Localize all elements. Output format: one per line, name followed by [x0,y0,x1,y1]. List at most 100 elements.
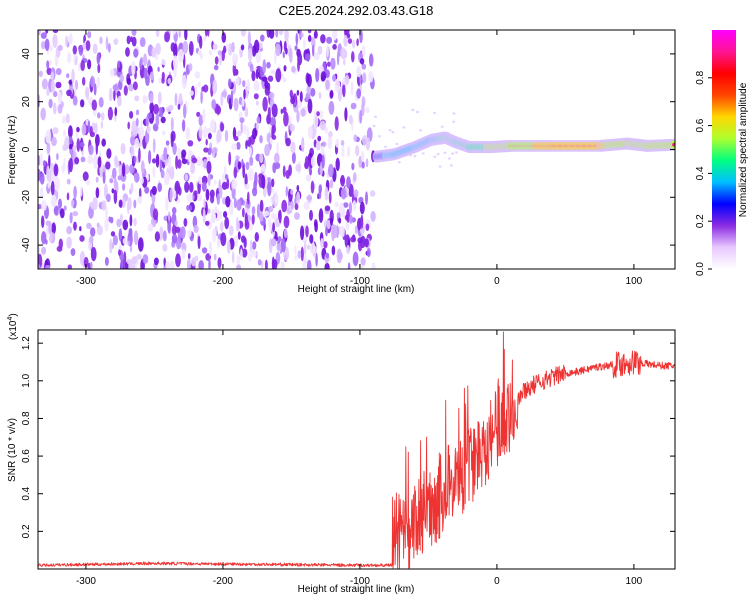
spectrogram-noise-cell [125,47,130,57]
spectrogram-noise-cell [299,91,303,103]
spectrogram-noise-cell [97,63,101,74]
spectrogram-noise-cell [282,77,287,83]
spectrogram-noise-cell [413,154,417,158]
spectrogram-noise-cell [193,190,198,196]
spectrogram-noise-cell [233,97,239,112]
spectrogram-noise-cell [330,217,333,226]
spectrogram-noise-cell [122,237,128,245]
spectrogram-noise-cell [236,219,240,232]
spectrogram-noise-cell [157,107,164,118]
spectrogram-noise-cell [270,238,277,247]
spectrogram-noise-cell [193,224,199,234]
spectrogram-noise-cell [240,120,243,134]
spectrogram-noise-cell [221,90,228,98]
spectrogram-noise-cell [89,131,95,138]
spectrogram-noise-cell [343,34,348,47]
spectrogram-noise-cell [275,68,282,83]
spectrogram-noise-cell [49,45,54,52]
spectrogram-noise-cell [186,204,190,211]
spectrogram-noise-cell [185,126,191,140]
spectrogram-noise-cell [90,227,96,237]
spectrogram-noise-cell [259,199,264,213]
spectrogram-noise-cell [359,58,365,65]
spectrogram-noise-cell [214,56,219,65]
spectrogram-noise-cell [105,36,109,51]
spectrogram-noise-cell [122,219,129,231]
spectrogram-noise-cell [200,159,204,168]
spectrogram-noise-cell [264,80,269,89]
spectrogram-noise-cell [166,145,170,152]
spectrogram-noise-cell [253,250,257,258]
spectrogram-noise-cell [305,53,311,62]
spectrogram-noise-cell [111,188,115,194]
spectrogram-noise-cell [52,127,59,135]
spectrogram-noise-cell [356,66,362,78]
spectrogram-noise-cell [113,189,118,204]
spectrogram-noise-cell [117,95,122,107]
spectrogram-noise-cell [147,112,153,119]
spectrogram-noise-cell [352,251,359,267]
spectrogram-noise-cell [108,216,111,223]
spectrogram-noise-cell [447,157,451,160]
spectrogram-noise-cell [194,71,201,79]
spectrogram-noise-cell [122,183,126,191]
spectrogram-noise-cell [324,127,328,134]
spectrogram-noise-cell [41,78,48,90]
spectrogram-noise-cell [305,225,309,238]
spectrogram-noise-cell [68,125,73,139]
spectrogram-noise-cell [184,181,190,193]
spectrogram-noise-cell [449,164,453,167]
spectrogram-noise-cell [321,154,325,169]
spectrogram-noise-cell [177,159,182,169]
spectrogram-noise-cell [359,201,365,215]
spectrogram-noise-cell [217,257,222,269]
spectrogram-noise-cell [126,258,131,265]
spectrogram-noise-cell [283,215,290,229]
spectrogram-noise-cell [88,144,94,156]
spectrogram-noise-cell [233,197,237,209]
spectrogram-noise-cell [89,235,94,244]
spectrogram-ylabel: Frequency (Hz) [7,116,18,185]
snr-frame [37,329,676,570]
spectrogram-noise-cell [149,71,155,81]
spectrogram-noise-cell [290,96,296,105]
spectrogram-noise-cell [328,191,332,204]
spectrogram-noise-cell [155,153,160,168]
spectrogram-noise-cell [48,233,53,243]
spectrogram-noise-cell [138,147,141,163]
snr-panel: -300 -200 -100 0 100 0.2 0.4 0.6 0.8 1.0 1.2 Heigh… [7,313,676,595]
spectrogram-noise-cell [236,264,242,269]
spectrogram-noise-cell [138,187,142,199]
spectrogram-noise-cell [310,156,316,167]
spectrogram-noise-cell [197,50,202,56]
spectrogram-noise-cell [272,162,277,174]
spectrogram-noise-cell [148,150,152,165]
spectrogram-noise-cell [335,157,340,172]
spectrogram-noise-cell [130,182,134,194]
spectrogram-noise-cell [200,90,203,104]
spectrogram-noise-cell [438,165,442,168]
spectrogram-noise-cell [112,167,117,179]
spectrogram-noise-cell [233,135,239,142]
spectrogram-noise-cell [172,142,177,155]
spectrogram-noise-cell [343,49,348,59]
spectrogram-noise-cell [136,253,142,260]
spectrogram-noise-cell [362,72,367,84]
spectrogram-noise-cell [314,115,318,128]
spectrogram-noise-cell [152,138,156,153]
spectrogram-noise-cell [361,45,366,58]
spectrogram-noise-cell [108,43,111,53]
spectrogram-noise-cell [72,211,79,217]
spectrogram-noise-cell [261,260,264,268]
spectrogram-noise-cell [320,238,324,250]
spectrogram-noise-cell [131,61,136,76]
spectrogram-noise-cell [238,96,243,105]
spectrogram-noise-cell [283,40,287,52]
spectrogram-noise-cell [66,89,72,97]
spectrogram-noise-cell [157,182,162,192]
spectrogram-noise-cell [114,106,118,117]
spectrogram-noise-cell [303,201,310,211]
spectrogram-noise-cell [158,77,162,84]
spectrogram-noise-cell [295,32,298,46]
spectrogram-noise-cell [356,88,362,99]
